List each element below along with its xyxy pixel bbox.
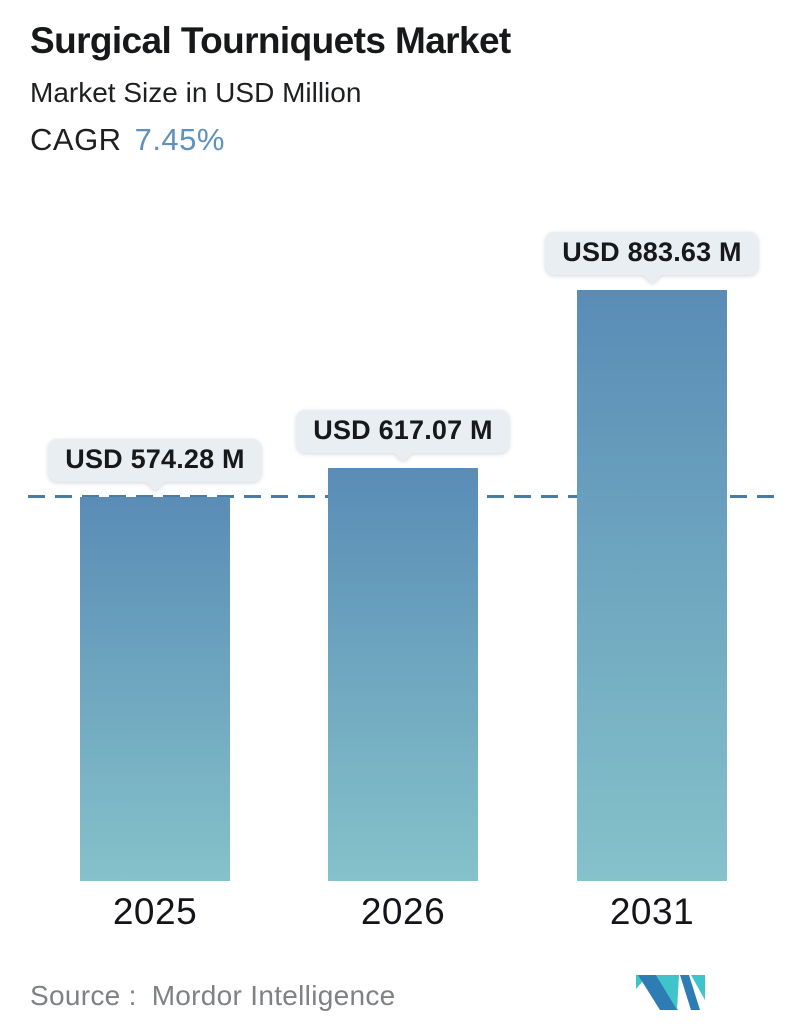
mordor-intelligence-logo-icon <box>636 975 705 1010</box>
value-label-2026: USD 617.07 M <box>296 410 510 453</box>
x-axis-label-2031: 2031 <box>609 891 695 932</box>
cagr-row: CAGR 7.45% <box>30 122 511 158</box>
source-attribution: Source : Mordor Intelligence <box>30 980 396 1012</box>
cagr-value: 7.45% <box>134 121 225 157</box>
x-axis-label-2025: 2025 <box>112 891 198 932</box>
chart-header: Surgical Tourniquets Market Market Size … <box>30 20 511 158</box>
source-label: Source : <box>30 980 137 1011</box>
bar-2025 <box>80 497 230 881</box>
source-name: Mordor Intelligence <box>151 980 396 1011</box>
cagr-label: CAGR <box>30 121 122 157</box>
x-axis-label-2026: 2026 <box>360 891 446 932</box>
value-label-2025: USD 574.28 M <box>48 439 262 482</box>
page-title: Surgical Tourniquets Market <box>30 20 511 61</box>
value-label-2031: USD 883.63 M <box>545 232 759 275</box>
bar-2031 <box>577 290 727 881</box>
bar-2026 <box>328 468 478 881</box>
chart-subtitle: Market Size in USD Million <box>30 76 362 108</box>
